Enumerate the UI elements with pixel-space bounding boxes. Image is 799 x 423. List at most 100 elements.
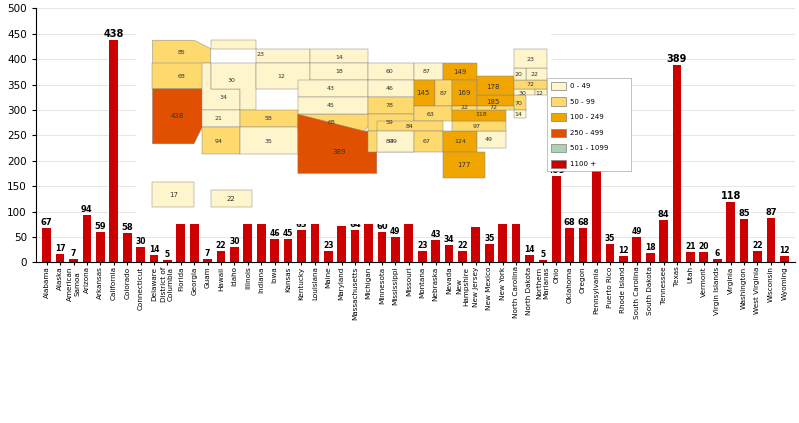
Text: 0 - 49: 0 - 49 — [570, 83, 590, 89]
Text: 45: 45 — [327, 103, 335, 108]
Polygon shape — [414, 80, 435, 106]
Polygon shape — [298, 114, 377, 131]
Text: 30: 30 — [135, 237, 145, 246]
Text: 118: 118 — [475, 112, 487, 117]
Polygon shape — [451, 106, 506, 121]
Bar — [766, 218, 775, 262]
Bar — [230, 247, 239, 262]
Bar — [551, 82, 566, 90]
Text: 23: 23 — [256, 52, 264, 58]
Text: 100 - 249: 100 - 249 — [570, 114, 604, 120]
Text: 49: 49 — [631, 228, 642, 236]
Bar — [686, 252, 695, 262]
Polygon shape — [153, 63, 211, 89]
Text: 145: 145 — [238, 178, 258, 188]
Text: 85: 85 — [177, 50, 185, 55]
Bar — [458, 251, 467, 262]
Text: 23: 23 — [417, 241, 427, 250]
Text: 124: 124 — [454, 139, 466, 144]
Text: 49: 49 — [389, 139, 397, 144]
Polygon shape — [256, 63, 310, 89]
Polygon shape — [476, 95, 514, 106]
Bar — [177, 173, 185, 262]
Polygon shape — [368, 97, 414, 114]
Polygon shape — [202, 127, 240, 154]
Text: 60: 60 — [385, 69, 393, 74]
Text: 185: 185 — [487, 99, 500, 104]
Text: 30: 30 — [229, 237, 240, 246]
Polygon shape — [414, 63, 443, 80]
Polygon shape — [535, 89, 547, 95]
Polygon shape — [443, 152, 485, 178]
Bar — [659, 220, 668, 262]
Text: 21: 21 — [215, 116, 223, 121]
Bar — [551, 144, 566, 152]
Polygon shape — [476, 106, 514, 110]
Polygon shape — [451, 80, 476, 106]
Bar — [471, 227, 480, 262]
Bar — [740, 219, 749, 262]
Polygon shape — [153, 40, 211, 63]
Text: 177: 177 — [171, 162, 191, 171]
Bar — [297, 230, 306, 262]
Text: 7: 7 — [205, 249, 210, 258]
Text: 438: 438 — [104, 29, 124, 39]
Text: 43: 43 — [327, 86, 335, 91]
Polygon shape — [514, 68, 527, 80]
Bar — [70, 259, 78, 262]
Polygon shape — [377, 121, 443, 131]
Text: 12: 12 — [277, 74, 285, 79]
Bar — [270, 239, 279, 262]
Text: 35: 35 — [484, 234, 495, 244]
Text: 14: 14 — [514, 112, 522, 117]
Bar — [485, 244, 494, 262]
Text: 18: 18 — [645, 243, 655, 252]
Bar — [673, 65, 682, 262]
Text: 20: 20 — [698, 242, 709, 251]
Text: 58: 58 — [121, 223, 133, 232]
Text: 94: 94 — [81, 205, 93, 214]
Bar — [606, 244, 614, 262]
Text: 438: 438 — [171, 113, 184, 119]
Polygon shape — [514, 49, 547, 68]
Polygon shape — [476, 131, 506, 148]
Text: 21: 21 — [686, 242, 696, 250]
Bar — [378, 232, 386, 262]
Text: 177: 177 — [457, 162, 471, 168]
Text: 389: 389 — [667, 54, 687, 64]
Text: 46: 46 — [269, 229, 280, 238]
Text: 58: 58 — [265, 116, 272, 121]
Polygon shape — [368, 80, 414, 97]
Text: 178: 178 — [487, 84, 500, 90]
Polygon shape — [414, 131, 443, 152]
Polygon shape — [443, 63, 476, 80]
Polygon shape — [514, 110, 527, 118]
Polygon shape — [414, 106, 451, 121]
Bar — [244, 189, 252, 262]
Bar — [511, 213, 520, 262]
Polygon shape — [153, 182, 194, 207]
Polygon shape — [514, 80, 547, 89]
Bar — [217, 251, 225, 262]
Bar — [551, 97, 566, 106]
Bar — [525, 255, 534, 262]
Bar — [96, 232, 105, 262]
Polygon shape — [202, 63, 240, 110]
Bar — [552, 176, 561, 262]
Bar — [566, 228, 574, 262]
Text: 43: 43 — [431, 231, 441, 239]
Polygon shape — [153, 89, 202, 144]
Text: 46: 46 — [385, 86, 393, 91]
Polygon shape — [298, 114, 377, 173]
Text: 84: 84 — [406, 124, 414, 129]
Text: 14: 14 — [149, 245, 159, 254]
Bar — [699, 252, 708, 262]
Bar — [713, 259, 721, 262]
Bar — [284, 239, 292, 262]
Text: 20: 20 — [514, 71, 522, 77]
Text: 5: 5 — [540, 250, 546, 259]
Text: 22: 22 — [227, 196, 236, 202]
Text: 59: 59 — [385, 120, 393, 125]
Polygon shape — [310, 49, 368, 63]
Bar — [82, 214, 91, 262]
